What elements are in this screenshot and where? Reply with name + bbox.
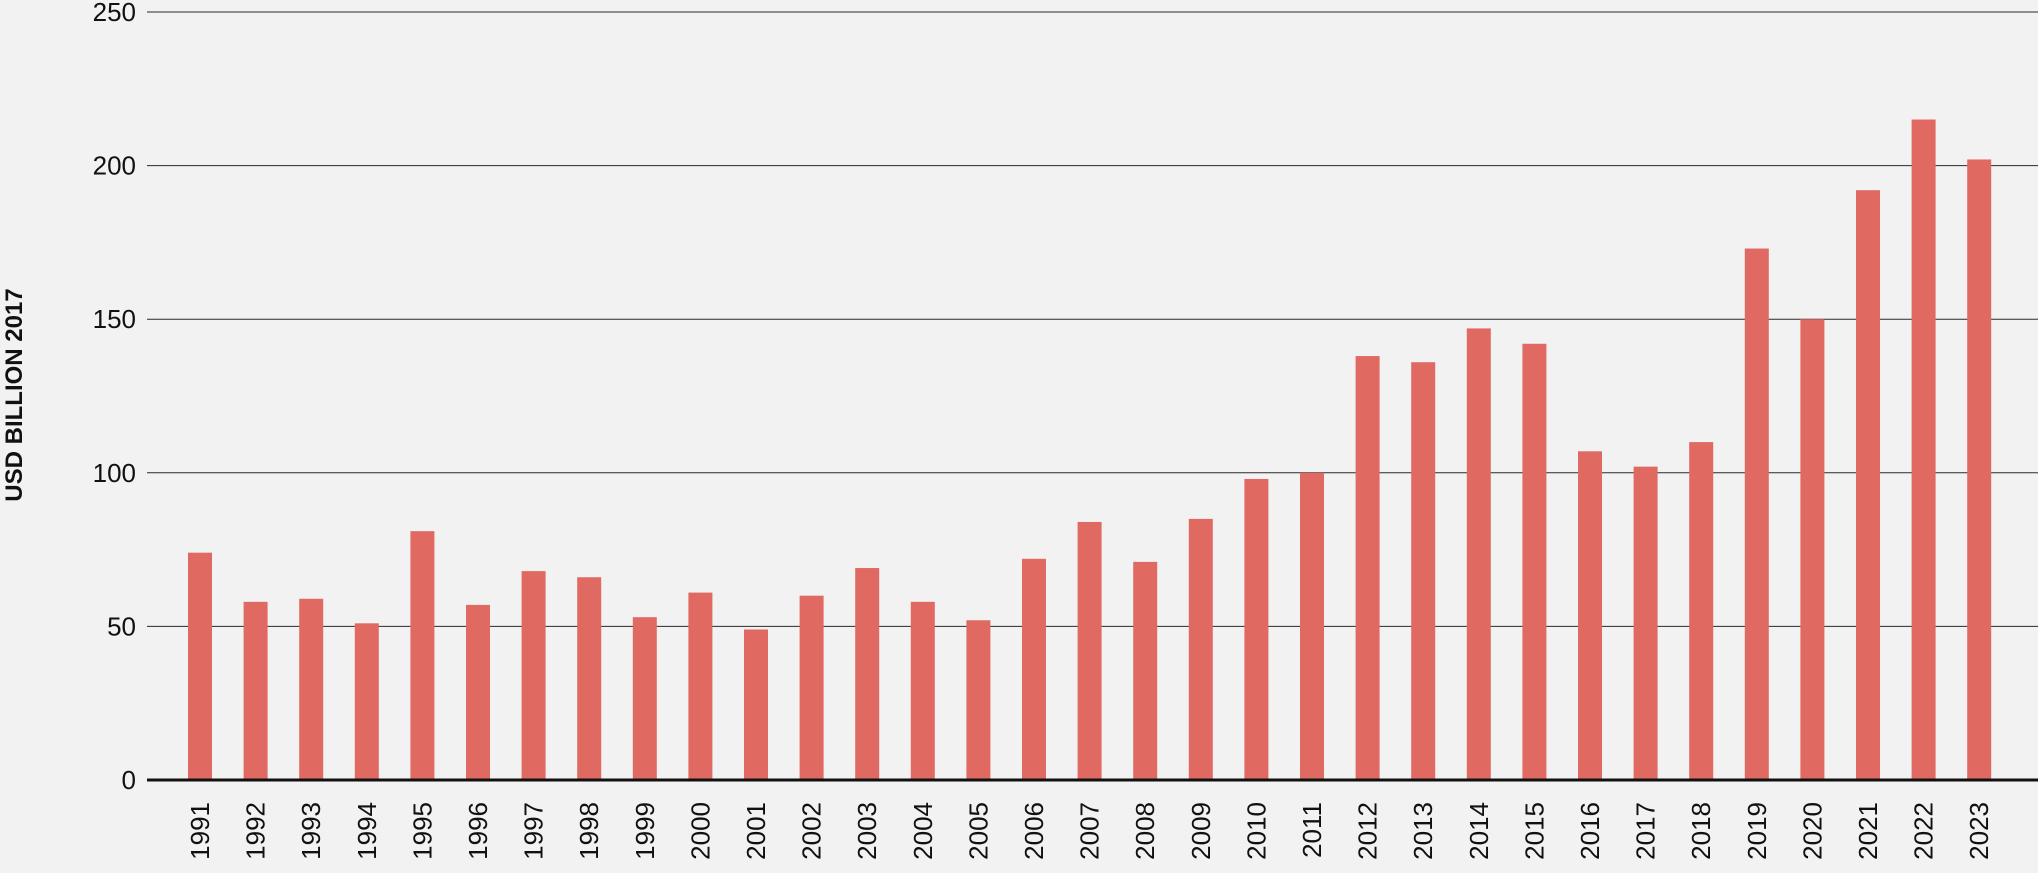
x-tick-label: 2021: [1853, 802, 1883, 860]
bar-2016: [1578, 451, 1602, 780]
bar-2009: [1188, 518, 1213, 780]
bar-2020: [1800, 319, 1825, 780]
x-tick-label: 2004: [908, 802, 938, 860]
bar-1992: [243, 601, 268, 780]
bar-1997: [521, 571, 546, 780]
x-tick-label: 2022: [1909, 802, 1939, 860]
x-tick-label: 2016: [1575, 802, 1605, 860]
x-tick-label: 2011: [1297, 802, 1327, 858]
x-tick-label: 2006: [1019, 802, 1049, 860]
bar-2002: [799, 595, 824, 780]
bars: [147, 119, 2038, 782]
x-tick-label: 2007: [1075, 802, 1105, 860]
x-tick-label: 2023: [1964, 802, 1994, 860]
bar-2023: [1967, 159, 1992, 780]
bar-2012: [1355, 356, 1380, 780]
y-axis-label: USD BILLION 2017: [1, 288, 28, 501]
bar-2013: [1411, 362, 1436, 780]
x-tick-label: 1992: [241, 802, 271, 860]
bar-1994: [354, 623, 379, 780]
x-tick-label: 2002: [797, 802, 827, 860]
bar-1995: [410, 531, 435, 780]
x-tick-label: 2008: [1130, 802, 1160, 860]
bar-2001: [744, 629, 768, 780]
y-tick-label: 50: [107, 611, 136, 641]
y-tick-label: 250: [93, 0, 136, 27]
bar-1993: [299, 598, 324, 780]
bar-2017: [1633, 466, 1658, 780]
x-tick-label: 2012: [1353, 802, 1383, 860]
y-tick-label: 150: [93, 304, 136, 334]
x-tick-label: 1991: [185, 802, 215, 860]
bar-1991: [188, 552, 212, 780]
x-tick-label: 1995: [407, 802, 437, 860]
x-axis-ticks: 1991 1992 1993 1994 1995 1996 1997 1998 1999 2000…: [185, 802, 1994, 860]
bar-1999: [632, 617, 657, 780]
x-tick-label: 2018: [1686, 802, 1716, 860]
bar-1998: [577, 577, 602, 780]
x-tick-label: 2010: [1241, 802, 1271, 860]
bar-2018: [1689, 442, 1714, 780]
bar-2004: [910, 601, 935, 780]
bar-1996: [466, 604, 490, 780]
y-tick-label: 0: [122, 765, 136, 795]
bar-2008: [1133, 561, 1158, 780]
bar-2022: [1911, 119, 1936, 780]
bar-2015: [1522, 343, 1547, 780]
bar-2014: [1466, 328, 1491, 780]
x-tick-label: 1998: [574, 802, 604, 860]
x-tick-label: 2001: [741, 802, 771, 860]
y-axis-ticks: 0 50 100 150 200 250: [93, 0, 136, 795]
bar-2006: [1022, 558, 1046, 780]
x-tick-label: 2003: [852, 802, 882, 860]
x-tick-label: 1994: [352, 802, 382, 860]
y-tick-label: 200: [93, 151, 136, 181]
x-tick-label: 1997: [519, 802, 549, 860]
bar-2000: [688, 592, 713, 780]
bar-2007: [1077, 521, 1102, 780]
bar-2005: [966, 620, 991, 780]
x-tick-label: 2017: [1631, 802, 1661, 860]
x-tick-label: 2014: [1464, 802, 1494, 860]
x-tick-label: 1993: [296, 802, 326, 860]
x-tick-label: 2020: [1797, 802, 1827, 860]
bar-2010: [1244, 478, 1269, 780]
y-tick-label: 100: [93, 458, 136, 488]
x-tick-label: 2013: [1408, 802, 1438, 860]
bar-2011: [1300, 472, 1324, 780]
x-tick-label: 2000: [685, 802, 715, 860]
x-tick-label: 1996: [463, 802, 493, 860]
x-tick-label: 2005: [963, 802, 993, 860]
gridlines: [147, 11, 2038, 627]
bar-2021: [1856, 190, 1880, 780]
x-tick-label: 1999: [630, 802, 660, 860]
x-tick-label: 2015: [1519, 802, 1549, 860]
x-tick-label: 2009: [1186, 802, 1216, 860]
bar-2003: [855, 568, 880, 780]
bar-2019: [1744, 248, 1769, 780]
x-tick-label: 2019: [1742, 802, 1772, 860]
